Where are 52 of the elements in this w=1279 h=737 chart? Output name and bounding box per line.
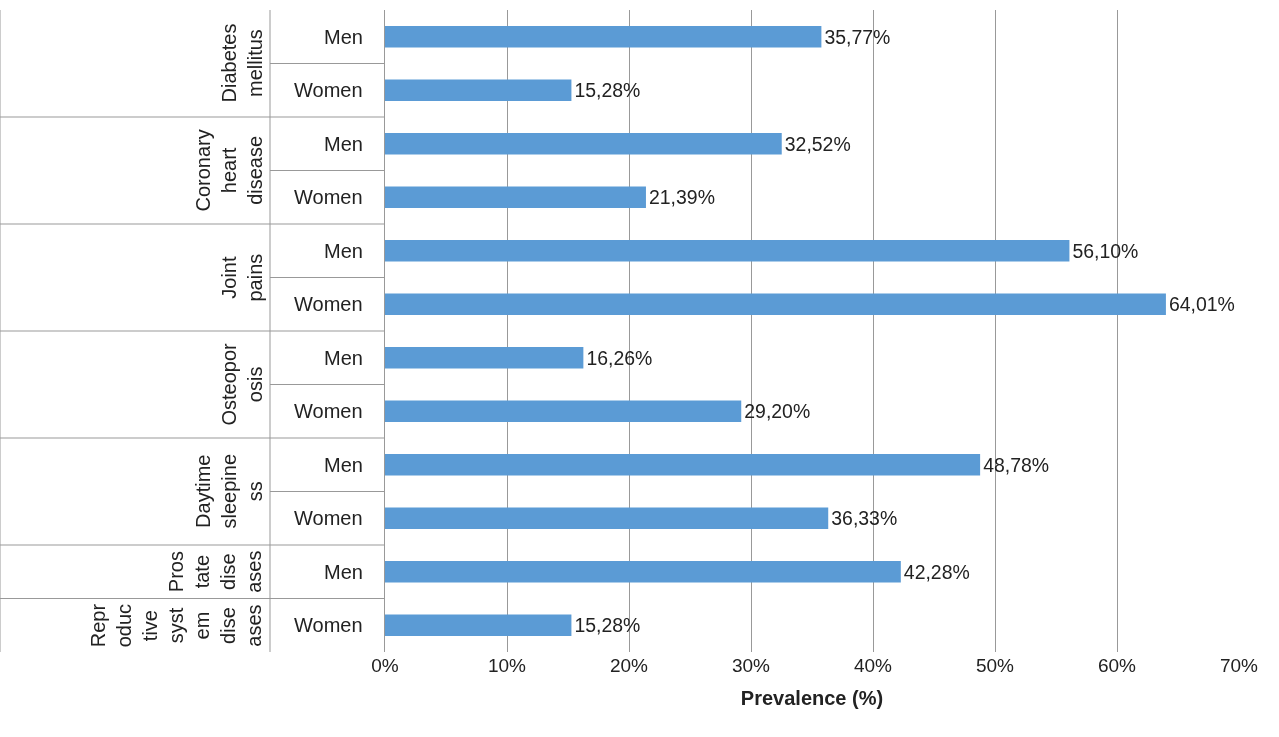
x-tick-label: 50% bbox=[975, 655, 1015, 676]
text: Prostate diseases bbox=[165, 550, 266, 593]
x-tick-label: 20% bbox=[609, 655, 649, 676]
bar bbox=[385, 347, 584, 369]
text: Daytime sleepiness bbox=[191, 453, 266, 529]
x-tick-label: 10% bbox=[487, 655, 527, 676]
y-tick-label: Men bbox=[324, 133, 363, 155]
bar bbox=[385, 400, 742, 422]
text: Diabetes mellitus bbox=[217, 23, 266, 103]
data-label: 35,77% bbox=[824, 25, 891, 48]
bar bbox=[385, 507, 829, 529]
x-tick-label: 40% bbox=[853, 655, 893, 676]
data-label: 64,01% bbox=[1168, 293, 1235, 316]
data-label: 42,28% bbox=[903, 560, 970, 583]
bar bbox=[385, 614, 572, 636]
y-tick-label: Women bbox=[294, 507, 363, 529]
data-label: 32,52% bbox=[784, 132, 851, 155]
bar bbox=[385, 293, 1166, 315]
y-tick-label: Men bbox=[324, 561, 363, 583]
bar bbox=[385, 240, 1070, 262]
y-tick-label: Women bbox=[294, 186, 363, 208]
y-tick-label: Men bbox=[324, 26, 363, 48]
data-label: 15,28% bbox=[574, 79, 641, 102]
y-tick-label: Women bbox=[294, 293, 363, 315]
x-tick-label: 70% bbox=[1219, 655, 1259, 676]
bar bbox=[385, 79, 572, 101]
bar bbox=[385, 454, 981, 476]
x-axis-title: Prevalence (%) bbox=[740, 686, 884, 709]
text: Osteoporosis bbox=[217, 342, 266, 426]
text: Joint pains bbox=[217, 253, 266, 302]
data-label: 21,39% bbox=[648, 186, 715, 209]
bar bbox=[385, 186, 646, 208]
y-tick-label: Men bbox=[324, 347, 363, 369]
x-tick-label: 30% bbox=[731, 655, 771, 676]
data-label: 56,10% bbox=[1072, 239, 1139, 262]
text: Coronary heart disease bbox=[191, 129, 266, 212]
y-tick-label: Men bbox=[324, 240, 363, 262]
bar bbox=[385, 133, 782, 155]
data-label: 15,28% bbox=[574, 614, 641, 637]
y-tick-label: Men bbox=[324, 454, 363, 476]
data-label: 29,20% bbox=[744, 400, 811, 423]
bar bbox=[385, 26, 822, 48]
text: Reproductive system diseases bbox=[86, 603, 265, 648]
y-tick-label: Women bbox=[294, 614, 363, 636]
data-label: 36,33% bbox=[831, 507, 898, 530]
y-tick-label: Women bbox=[294, 400, 363, 422]
x-tick-label: 60% bbox=[1097, 655, 1137, 676]
y-tick-label: Women bbox=[294, 79, 363, 101]
x-tick-label: 0% bbox=[371, 655, 399, 676]
data-label: 16,26% bbox=[586, 346, 653, 369]
bar bbox=[385, 561, 901, 583]
data-label: 48,78% bbox=[983, 453, 1050, 476]
